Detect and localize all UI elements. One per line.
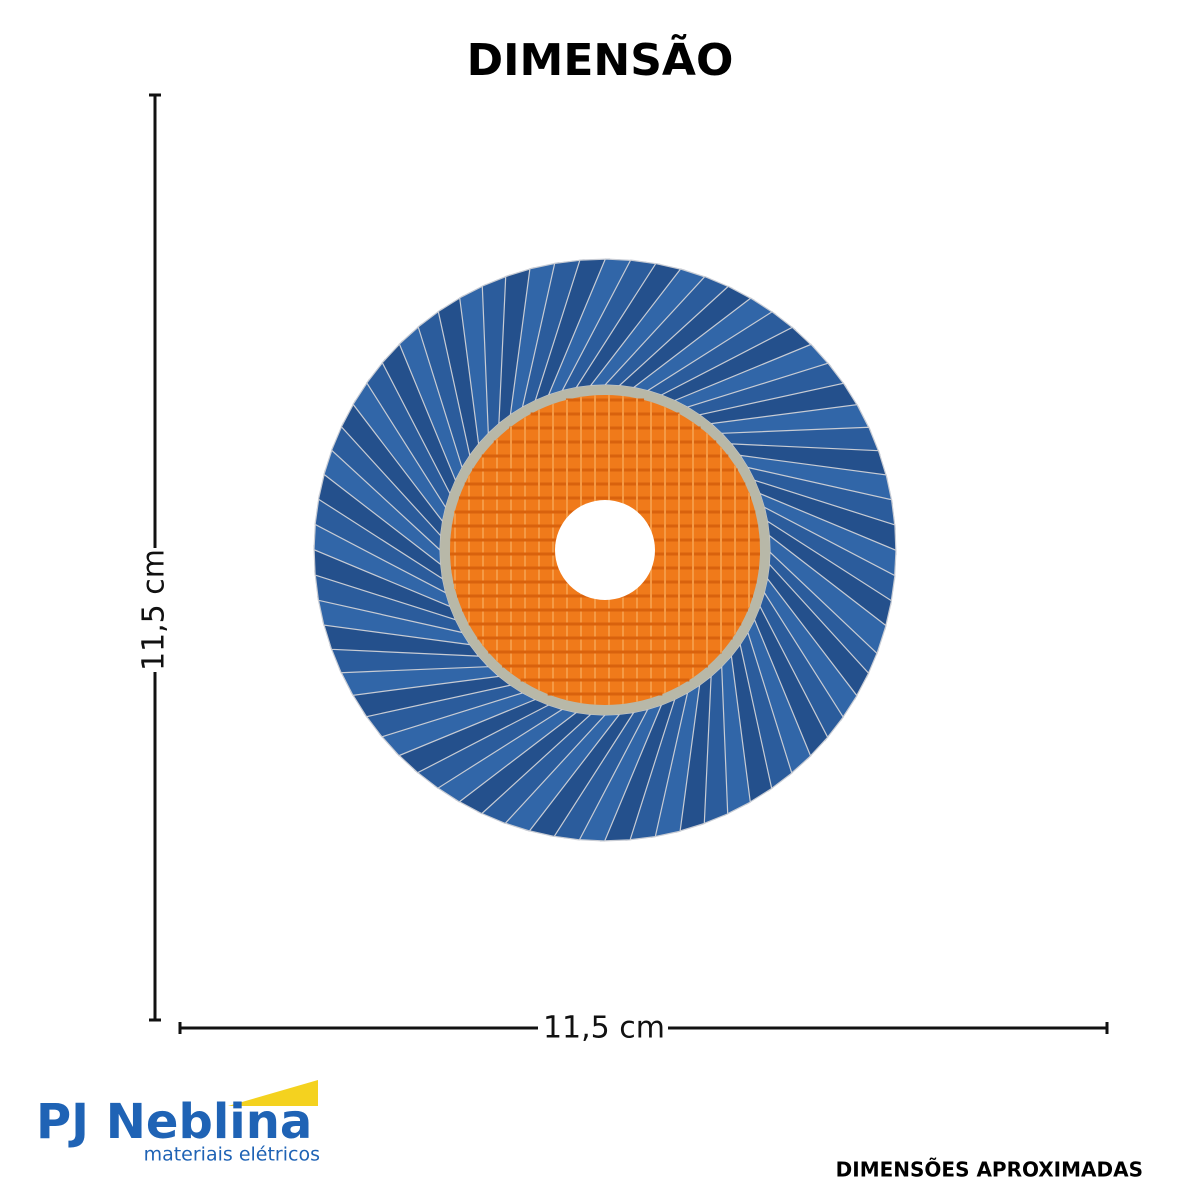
disc-hole xyxy=(555,500,655,600)
flaps xyxy=(313,258,897,842)
brand-logo: PJ Neblina materiais elétricos xyxy=(36,1080,320,1166)
logo-shape xyxy=(228,1080,318,1106)
width-label: 11,5 cm xyxy=(543,1011,665,1046)
brand-tagline: materiais elétricos xyxy=(144,1144,320,1166)
brand-name: PJ Neblina xyxy=(36,1094,312,1150)
flap-disc xyxy=(313,258,897,842)
note: DIMENSÕES APROXIMADAS xyxy=(836,1158,1143,1182)
height-dimension: 11,5 cm xyxy=(137,93,172,1022)
height-label: 11,5 cm xyxy=(137,549,172,671)
width-dimension: 11,5 cm xyxy=(178,1011,1109,1046)
title: DIMENSÃO xyxy=(467,33,734,86)
